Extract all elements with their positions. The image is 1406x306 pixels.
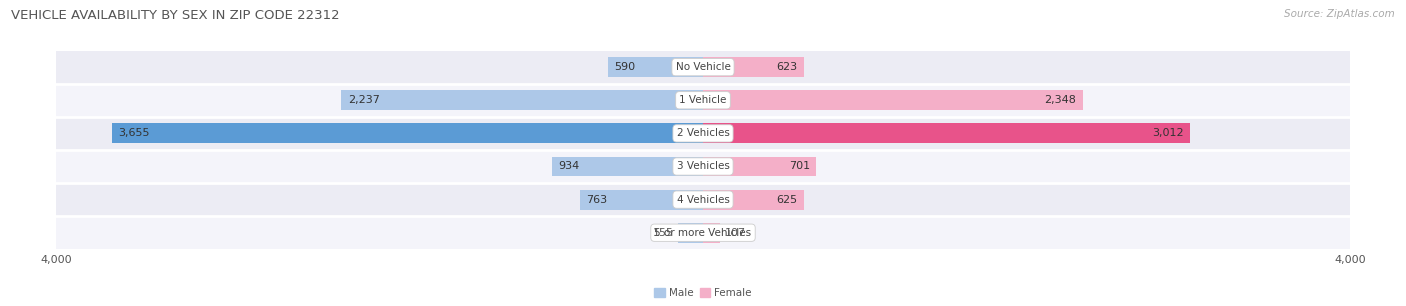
Text: VEHICLE AVAILABILITY BY SEX IN ZIP CODE 22312: VEHICLE AVAILABILITY BY SEX IN ZIP CODE … bbox=[11, 9, 340, 22]
Bar bbox=[703, 90, 1083, 110]
Bar bbox=[703, 223, 720, 243]
Bar bbox=[112, 123, 703, 143]
Text: 2,348: 2,348 bbox=[1045, 95, 1076, 105]
Text: 701: 701 bbox=[789, 162, 810, 171]
Bar bbox=[703, 157, 817, 177]
Bar bbox=[56, 150, 1350, 183]
Text: 155: 155 bbox=[652, 228, 673, 238]
Text: 623: 623 bbox=[776, 62, 797, 72]
Bar bbox=[56, 84, 1350, 117]
Text: 934: 934 bbox=[558, 162, 579, 171]
Bar bbox=[56, 183, 1350, 216]
Text: 5 or more Vehicles: 5 or more Vehicles bbox=[654, 228, 752, 238]
Text: Source: ZipAtlas.com: Source: ZipAtlas.com bbox=[1284, 9, 1395, 19]
Text: 3 Vehicles: 3 Vehicles bbox=[676, 162, 730, 171]
Text: 1 Vehicle: 1 Vehicle bbox=[679, 95, 727, 105]
Bar bbox=[703, 123, 1189, 143]
Bar bbox=[553, 157, 703, 177]
Text: 2 Vehicles: 2 Vehicles bbox=[676, 129, 730, 138]
Bar bbox=[56, 117, 1350, 150]
Text: 590: 590 bbox=[614, 62, 636, 72]
Text: 763: 763 bbox=[586, 195, 607, 205]
Text: 4 Vehicles: 4 Vehicles bbox=[676, 195, 730, 205]
Text: 2,237: 2,237 bbox=[347, 95, 380, 105]
Bar bbox=[56, 50, 1350, 84]
Text: 107: 107 bbox=[724, 228, 745, 238]
Bar bbox=[607, 57, 703, 77]
Bar bbox=[579, 190, 703, 210]
Legend: Male, Female: Male, Female bbox=[650, 284, 756, 302]
Bar bbox=[342, 90, 703, 110]
Bar bbox=[703, 190, 804, 210]
Text: No Vehicle: No Vehicle bbox=[675, 62, 731, 72]
Text: 3,012: 3,012 bbox=[1152, 129, 1184, 138]
Text: 3,655: 3,655 bbox=[118, 129, 150, 138]
Bar bbox=[703, 57, 804, 77]
Bar bbox=[56, 216, 1350, 249]
Bar bbox=[678, 223, 703, 243]
Text: 625: 625 bbox=[776, 195, 797, 205]
